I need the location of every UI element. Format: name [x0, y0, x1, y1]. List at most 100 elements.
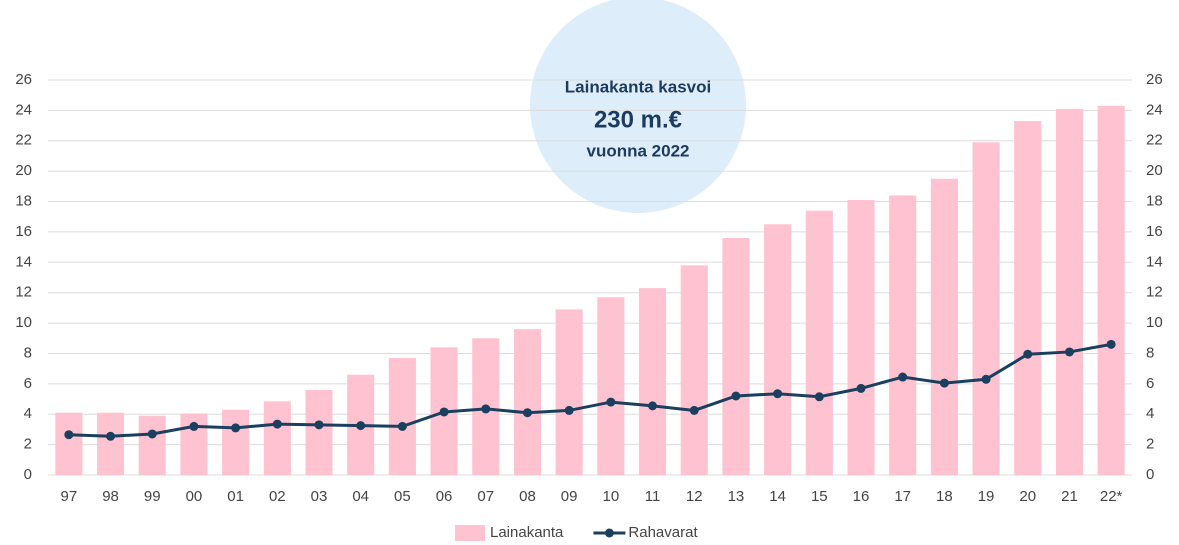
y2-tick-label: 2 [1146, 436, 1154, 453]
x-tick-label: 15 [811, 488, 828, 505]
line-point [481, 404, 491, 414]
y-tick-label: 10 [15, 314, 32, 331]
y-tick-label: 2 [24, 436, 32, 453]
y-tick-label: 8 [24, 344, 32, 361]
annotation: vuonna 2022 [587, 141, 690, 160]
line-point [106, 431, 116, 441]
y-tick-label: 22 [15, 132, 32, 149]
line-point [147, 429, 157, 439]
bar [597, 297, 625, 475]
line-point [1064, 347, 1074, 357]
line-point [939, 378, 949, 388]
line-point [522, 408, 532, 418]
x-tick-label: 21 [1061, 488, 1078, 505]
y2-tick-label: 8 [1146, 344, 1154, 361]
bar [805, 210, 833, 475]
bar [138, 415, 166, 475]
callout-circle [530, 0, 746, 213]
y2-tick-label: 4 [1146, 405, 1154, 422]
bar [263, 401, 291, 475]
legend-swatch [455, 525, 485, 541]
line-point [564, 405, 574, 415]
x-tick-label: 00 [186, 488, 203, 505]
bar [555, 309, 583, 475]
y-tick-label: 26 [15, 71, 32, 88]
x-tick-label: 03 [311, 488, 328, 505]
line-point [272, 419, 282, 429]
x-tick-label: 17 [894, 488, 911, 505]
y2-tick-label: 16 [1146, 223, 1163, 240]
y2-tick-label: 24 [1146, 101, 1163, 118]
line-point [397, 421, 407, 431]
line-point [356, 421, 366, 431]
y-tick-label: 4 [24, 405, 32, 422]
line-point [773, 389, 783, 399]
line-point [189, 421, 199, 431]
bar [1014, 121, 1042, 476]
bar [930, 178, 958, 475]
bar [722, 238, 750, 475]
bar [55, 412, 83, 475]
x-tick-label: 99 [144, 488, 161, 505]
x-tick-label: 04 [352, 488, 369, 505]
line [68, 342, 1112, 438]
y-tick-label: 12 [15, 284, 32, 301]
bar [638, 288, 667, 475]
bar [388, 358, 416, 475]
y2-tick-label: 22 [1146, 132, 1163, 149]
x-tick-label: 07 [477, 488, 494, 505]
line-point [731, 391, 741, 401]
x-tick-label: 05 [394, 488, 411, 505]
bar [1097, 105, 1125, 476]
annotation: Lainakanta kasvoi [565, 77, 711, 96]
line-point [64, 430, 74, 440]
line-point [898, 372, 908, 382]
x-tick-label: 14 [769, 488, 786, 505]
x-tick-label: 11 [645, 488, 661, 505]
y2-tick-label: 0 [1146, 466, 1154, 483]
y-tick-label: 18 [15, 193, 32, 210]
bar [305, 389, 333, 475]
x-tick-label: 13 [728, 488, 745, 505]
x-tick-label: 20 [1019, 488, 1036, 505]
line-point [314, 420, 324, 430]
x-tick-label: 19 [978, 488, 995, 505]
x-tick-label: 12 [686, 488, 703, 505]
line-point [1106, 339, 1116, 349]
y2-tick-label: 20 [1146, 162, 1163, 179]
x-tick-label: 09 [561, 488, 578, 505]
bar [847, 200, 875, 475]
x-tick-label: 02 [269, 488, 286, 505]
bar [680, 265, 708, 475]
x-tick-label: 16 [853, 488, 870, 505]
bar [1055, 108, 1084, 475]
legend-label: Rahavarat [628, 524, 698, 541]
bar [96, 412, 125, 475]
y-tick-label: 0 [24, 466, 32, 483]
x-tick-label: 22* [1100, 488, 1123, 505]
y2-tick-label: 6 [1146, 375, 1154, 392]
line-point [606, 397, 616, 407]
bar [972, 142, 1000, 476]
line-point [1023, 349, 1033, 359]
x-tick-label: 10 [603, 488, 620, 505]
y2-tick-label: 14 [1146, 253, 1163, 270]
line-point [814, 392, 824, 402]
x-tick-label: 18 [936, 488, 953, 505]
y2-tick-label: 26 [1146, 71, 1163, 88]
bar [889, 195, 917, 475]
line-point [981, 374, 991, 384]
x-tick-label: 08 [519, 488, 536, 505]
legend-swatch [604, 528, 614, 538]
line-point [648, 401, 658, 411]
line-point [439, 407, 449, 417]
y2-tick-label: 12 [1146, 284, 1163, 301]
line-point [231, 423, 241, 433]
y-tick-label: 6 [24, 375, 32, 392]
x-tick-label: 06 [436, 488, 453, 505]
x-tick-label: 98 [102, 488, 119, 505]
y-tick-label: 20 [15, 162, 32, 179]
y-tick-label: 24 [15, 101, 32, 118]
x-tick-label: 97 [61, 488, 78, 505]
